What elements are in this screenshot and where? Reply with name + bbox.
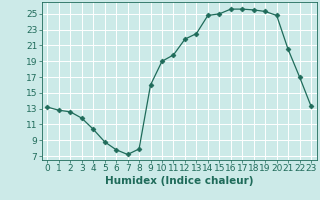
X-axis label: Humidex (Indice chaleur): Humidex (Indice chaleur) bbox=[105, 176, 253, 186]
